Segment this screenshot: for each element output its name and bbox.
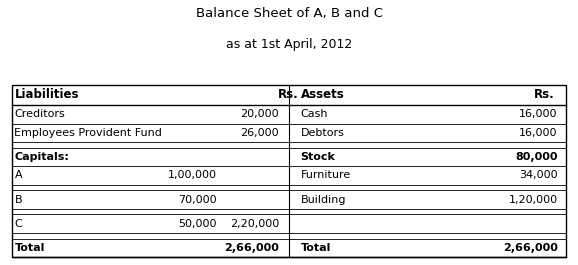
Text: Employees Provident Fund: Employees Provident Fund bbox=[14, 128, 162, 138]
Text: 16,000: 16,000 bbox=[519, 109, 558, 119]
Text: Stock: Stock bbox=[301, 152, 335, 162]
Text: 1,00,000: 1,00,000 bbox=[168, 170, 217, 180]
Text: Liabilities: Liabilities bbox=[14, 89, 79, 101]
Text: Capitals:: Capitals: bbox=[14, 152, 69, 162]
Text: 80,000: 80,000 bbox=[515, 152, 558, 162]
Text: 2,66,000: 2,66,000 bbox=[503, 243, 558, 253]
Text: Debtors: Debtors bbox=[301, 128, 344, 138]
Text: 1,20,000: 1,20,000 bbox=[509, 195, 558, 205]
Text: 2,66,000: 2,66,000 bbox=[224, 243, 279, 253]
Bar bbox=[12, 85, 566, 257]
Text: Rs.: Rs. bbox=[534, 89, 555, 101]
Text: 34,000: 34,000 bbox=[519, 170, 558, 180]
Text: Rs.: Rs. bbox=[277, 89, 298, 101]
Text: 70,000: 70,000 bbox=[178, 195, 217, 205]
Text: 50,000: 50,000 bbox=[178, 219, 217, 229]
Text: Furniture: Furniture bbox=[301, 170, 351, 180]
Text: Total: Total bbox=[301, 243, 331, 253]
Text: Creditors: Creditors bbox=[14, 109, 65, 119]
Text: Total: Total bbox=[14, 243, 45, 253]
Text: Cash: Cash bbox=[301, 109, 328, 119]
Text: A: A bbox=[14, 170, 22, 180]
Text: Balance Sheet of A, B and C: Balance Sheet of A, B and C bbox=[195, 7, 383, 20]
Text: 26,000: 26,000 bbox=[240, 128, 279, 138]
Text: Building: Building bbox=[301, 195, 346, 205]
Text: 2,20,000: 2,20,000 bbox=[230, 219, 279, 229]
Text: B: B bbox=[14, 195, 22, 205]
Text: Assets: Assets bbox=[301, 89, 344, 101]
Text: C: C bbox=[14, 219, 22, 229]
Text: 20,000: 20,000 bbox=[240, 109, 279, 119]
Text: as at 1st April, 2012: as at 1st April, 2012 bbox=[226, 38, 352, 51]
Text: 16,000: 16,000 bbox=[519, 128, 558, 138]
